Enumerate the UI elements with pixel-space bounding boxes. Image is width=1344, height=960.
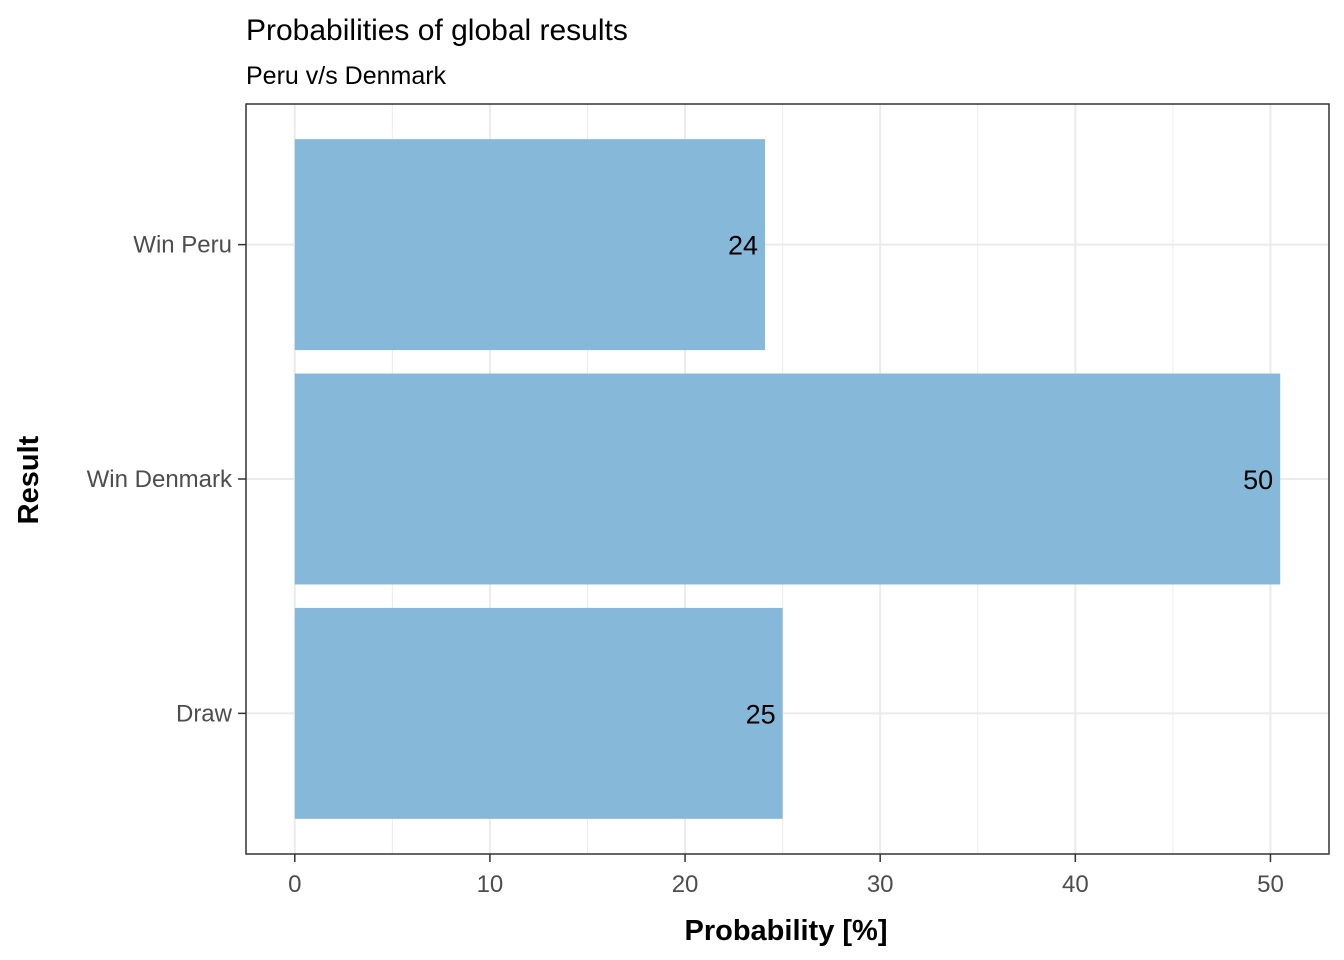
bar bbox=[294, 373, 1281, 585]
x-tick-label: 40 bbox=[1062, 871, 1089, 898]
y-tick-label: Win Peru bbox=[133, 232, 232, 259]
y-axis: Win Peru Win Denmark Draw bbox=[87, 232, 246, 727]
bar-labels: 24 50 25 bbox=[728, 231, 1273, 730]
x-tick-label: 0 bbox=[288, 871, 301, 898]
y-axis-title: Result bbox=[13, 435, 45, 524]
bars bbox=[294, 139, 1281, 819]
y-tick-label: Draw bbox=[176, 700, 233, 727]
y-tick-label: Win Denmark bbox=[87, 466, 233, 493]
x-tick-label: 10 bbox=[477, 871, 504, 898]
bar bbox=[294, 139, 766, 351]
chart-title: Probabilities of global results bbox=[246, 14, 628, 47]
bar bbox=[294, 607, 783, 819]
chart-subtitle: Peru v/s Denmark bbox=[246, 62, 447, 90]
bar-data-label: 50 bbox=[1243, 465, 1273, 495]
x-axis-title: Probability [%] bbox=[684, 915, 887, 947]
x-tick-label: 50 bbox=[1257, 871, 1284, 898]
bar-data-label: 24 bbox=[728, 231, 758, 261]
bar-data-label: 25 bbox=[746, 699, 776, 729]
x-tick-label: 30 bbox=[867, 871, 894, 898]
x-axis: 0 10 20 30 40 50 bbox=[288, 854, 1284, 898]
x-tick-label: 20 bbox=[672, 871, 699, 898]
